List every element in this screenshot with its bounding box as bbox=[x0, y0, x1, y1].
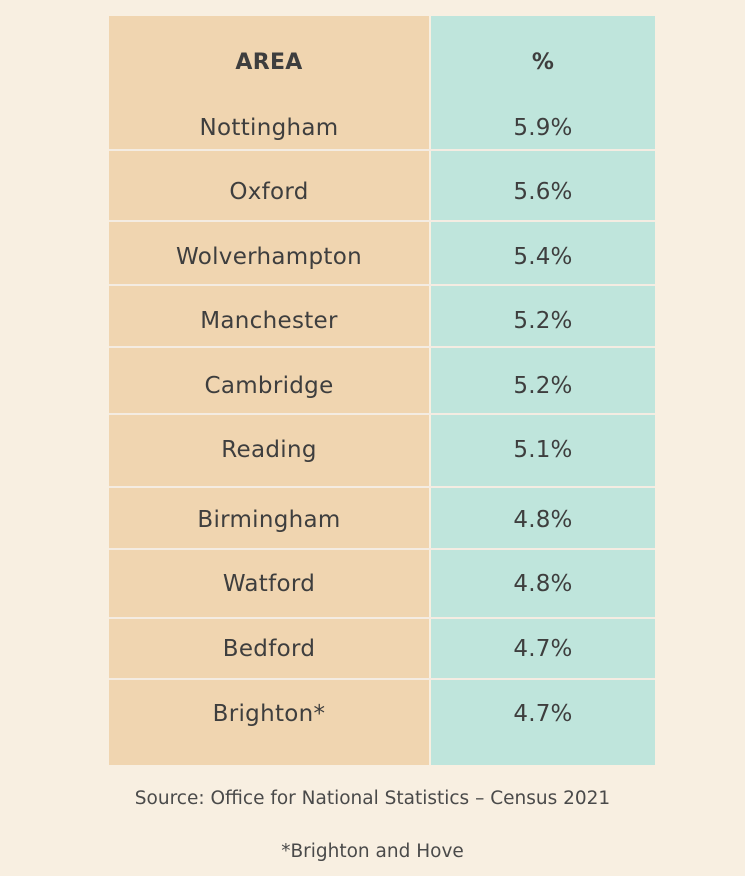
area-cell: Brighton* bbox=[212, 701, 326, 727]
percent-cell: 5.6% bbox=[513, 179, 573, 205]
percent-cell: 4.7% bbox=[513, 701, 573, 727]
area-cell: Reading bbox=[221, 437, 317, 463]
percent-cell: 5.1% bbox=[513, 437, 573, 463]
area-cell: Oxford bbox=[229, 179, 309, 205]
row-divider bbox=[109, 220, 655, 222]
area-cell: Wolverhampton bbox=[176, 244, 362, 270]
area-cell: Manchester bbox=[200, 308, 338, 334]
footnote: *Brighton and Hove bbox=[281, 841, 464, 862]
header-area: AREA bbox=[235, 50, 303, 75]
percent-column-background bbox=[431, 16, 655, 765]
row-divider bbox=[109, 678, 655, 680]
area-cell: Birmingham bbox=[197, 507, 341, 533]
area-cell: Watford bbox=[222, 571, 316, 597]
source-note: Source: Office for National Statistics –… bbox=[134, 788, 611, 809]
percent-cell: 5.4% bbox=[513, 244, 573, 270]
header-percent: % bbox=[531, 50, 555, 75]
percent-cell: 5.9% bbox=[513, 115, 573, 141]
area-cell: Nottingham bbox=[199, 115, 339, 141]
percent-cell: 5.2% bbox=[513, 373, 573, 399]
row-divider bbox=[109, 149, 655, 151]
data-table: AREA % Nottingham 5.9% Oxford 5.6% Wolverham… bbox=[109, 16, 655, 765]
row-divider bbox=[109, 486, 655, 488]
percent-cell: 4.7% bbox=[513, 636, 573, 662]
area-cell: Bedford bbox=[222, 636, 316, 662]
row-divider bbox=[109, 413, 655, 415]
percent-cell: 5.2% bbox=[513, 308, 573, 334]
row-divider bbox=[109, 284, 655, 286]
percent-cell: 4.8% bbox=[513, 507, 573, 533]
row-divider bbox=[109, 617, 655, 619]
area-cell: Cambridge bbox=[204, 373, 334, 399]
row-divider bbox=[109, 346, 655, 348]
area-column-background bbox=[109, 16, 429, 765]
percent-cell: 4.8% bbox=[513, 571, 573, 597]
row-divider bbox=[109, 548, 655, 550]
